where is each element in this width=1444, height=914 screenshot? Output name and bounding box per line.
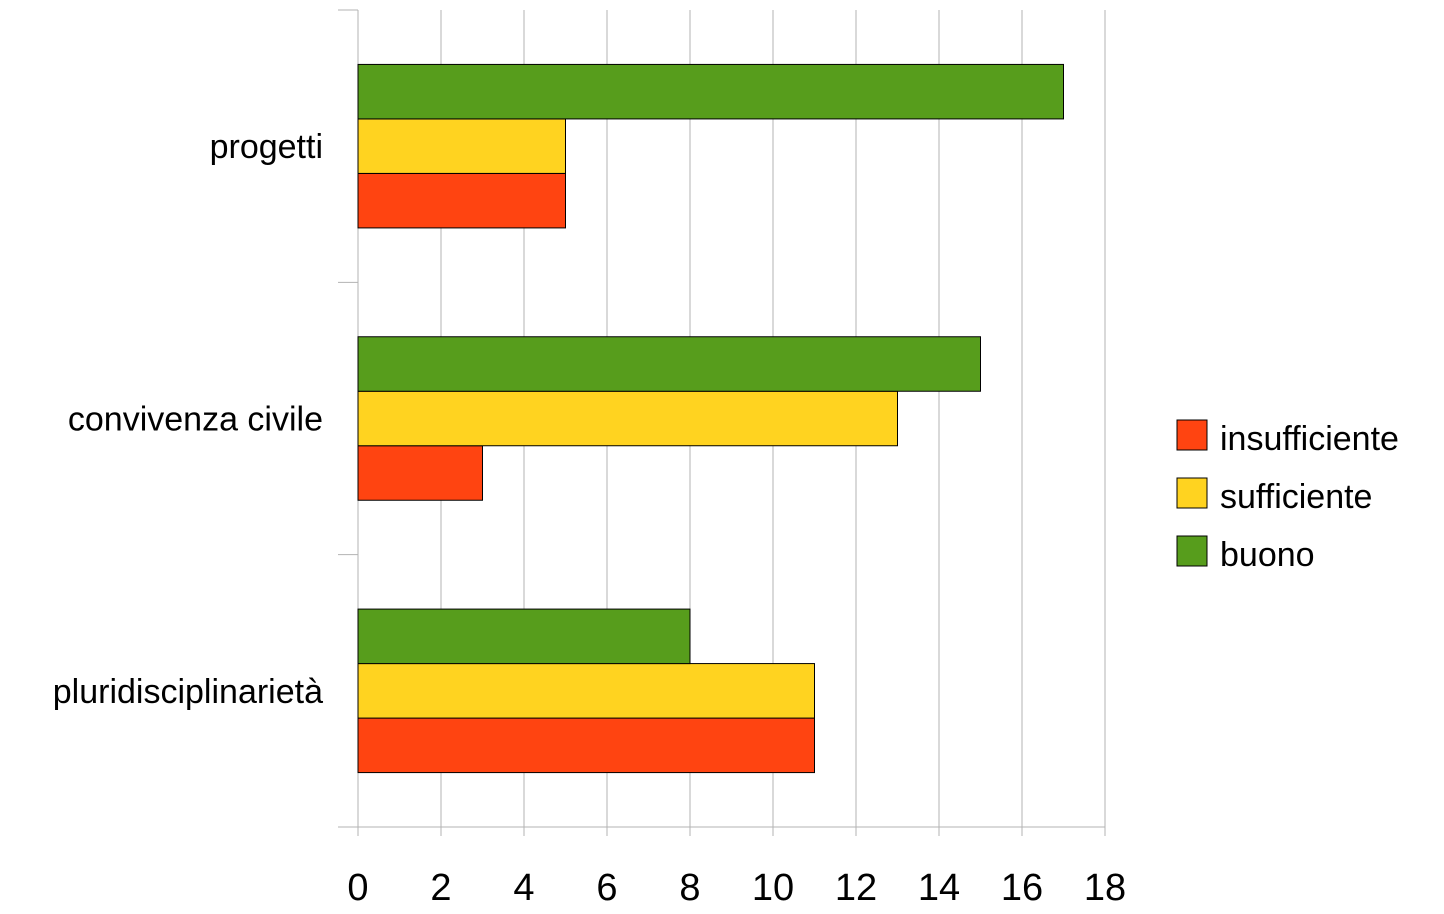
x-tick-label: 10 [752,867,794,909]
bar-buono-progetti [357,63,1064,120]
bar-sufficiente-progetti [357,118,566,174]
x-tick-label: 18 [1084,867,1126,909]
x-tick-label: 8 [679,867,700,909]
labels: 0 2 4 6 8 10 12 14 16 18 pluridisciplinarietà convi… [53,128,1126,909]
x-tick-label: 16 [1001,867,1043,909]
x-tick-label: 4 [513,867,534,909]
bar-sufficiente-pluridisciplinarietà [357,663,815,719]
legend-label-sufficiente: sufficiente [1220,478,1372,516]
category-label: convivenza civile [68,401,323,439]
x-tick-label: 12 [835,867,877,909]
x-tick-label: 6 [596,867,617,909]
category-label: progetti [210,128,323,166]
bars [357,63,1064,774]
legend-label-insufficiente: insufficiente [1220,420,1399,458]
legend-swatch-sufficiente [1176,477,1208,509]
bar-sufficiente-convivenza civile [357,390,898,447]
bar-insufficiente-convivenza civile [357,445,483,501]
x-tick-label: 2 [430,867,451,909]
bar-buono-pluridisciplinarietà [357,608,691,665]
bar-insufficiente-pluridisciplinarietà [357,717,815,774]
legend-swatch-insufficiente [1176,419,1208,451]
legend-swatch-buono [1176,535,1208,567]
x-tick-label: 0 [347,867,368,909]
bar-insufficiente-progetti [357,172,566,229]
x-tick-label: 14 [918,867,960,909]
legend-label-buono: buono [1220,536,1315,574]
legend: insufficiente sufficiente buono [1176,419,1399,574]
bar-buono-convivenza civile [357,336,981,392]
category-label: pluridisciplinarietà [53,673,323,711]
